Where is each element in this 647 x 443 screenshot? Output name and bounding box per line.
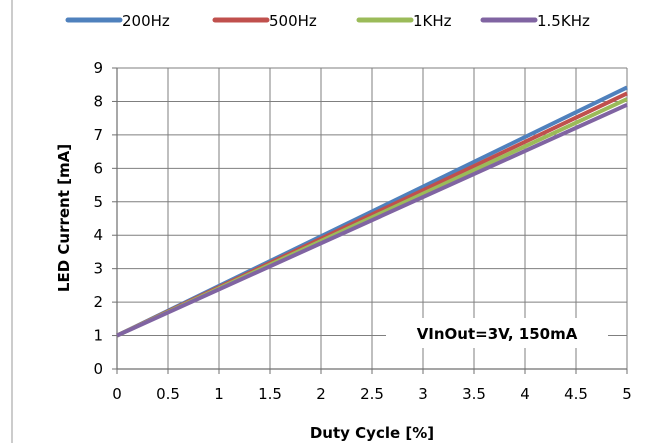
x-axis-title: Duty Cycle [%] (310, 424, 434, 442)
y-tick-label: 2 (93, 293, 103, 311)
series-group (116, 85, 628, 338)
y-tick-label: 5 (93, 193, 103, 211)
y-tick-label: 4 (93, 226, 103, 244)
legend-label-1-5khz: 1.5KHz (537, 12, 590, 30)
x-tick-label: 1 (214, 385, 224, 403)
annotation-background (386, 318, 608, 348)
legend-label-1khz: 1KHz (413, 12, 452, 30)
y-axis-title: LED Current [mA] (55, 144, 73, 292)
y-tick-label: 7 (93, 126, 103, 144)
x-tick-labels: 0 0.5 1 1.5 2 2.5 3 3.5 4 4.5 5 (112, 385, 632, 403)
x-tick-label: 3.5 (462, 385, 486, 403)
legend: 200Hz 500Hz 1KHz 1.5KHz (65, 12, 590, 30)
annotation-text: VInOut=3V, 150mA (417, 325, 578, 343)
x-tick-label: 2.5 (360, 385, 384, 403)
x-tick-label: 3 (418, 385, 428, 403)
y-tick-label: 3 (93, 260, 103, 278)
y-tick-label: 8 (93, 92, 103, 110)
legend-label-500hz: 500Hz (269, 12, 317, 30)
x-tick-label: 5 (622, 385, 632, 403)
x-tick-label: 4.5 (564, 385, 588, 403)
x-tick-label: 4 (520, 385, 530, 403)
x-tick-label: 2 (316, 385, 326, 403)
annotation-box: VInOut=3V, 150mA (386, 318, 608, 348)
y-tick-label: 1 (93, 327, 103, 345)
legend-label-200hz: 200Hz (122, 12, 170, 30)
y-tick-label: 9 (93, 59, 103, 77)
x-tick-label: 0.5 (156, 385, 180, 403)
x-tick-label: 1.5 (258, 385, 282, 403)
x-tick-label: 0 (112, 385, 122, 403)
y-tick-label: 0 (93, 360, 103, 378)
series-line-1-5khz (116, 102, 628, 338)
y-tick-labels: 0 1 2 3 4 5 6 7 8 9 (93, 59, 103, 378)
y-tick-label: 6 (93, 159, 103, 177)
